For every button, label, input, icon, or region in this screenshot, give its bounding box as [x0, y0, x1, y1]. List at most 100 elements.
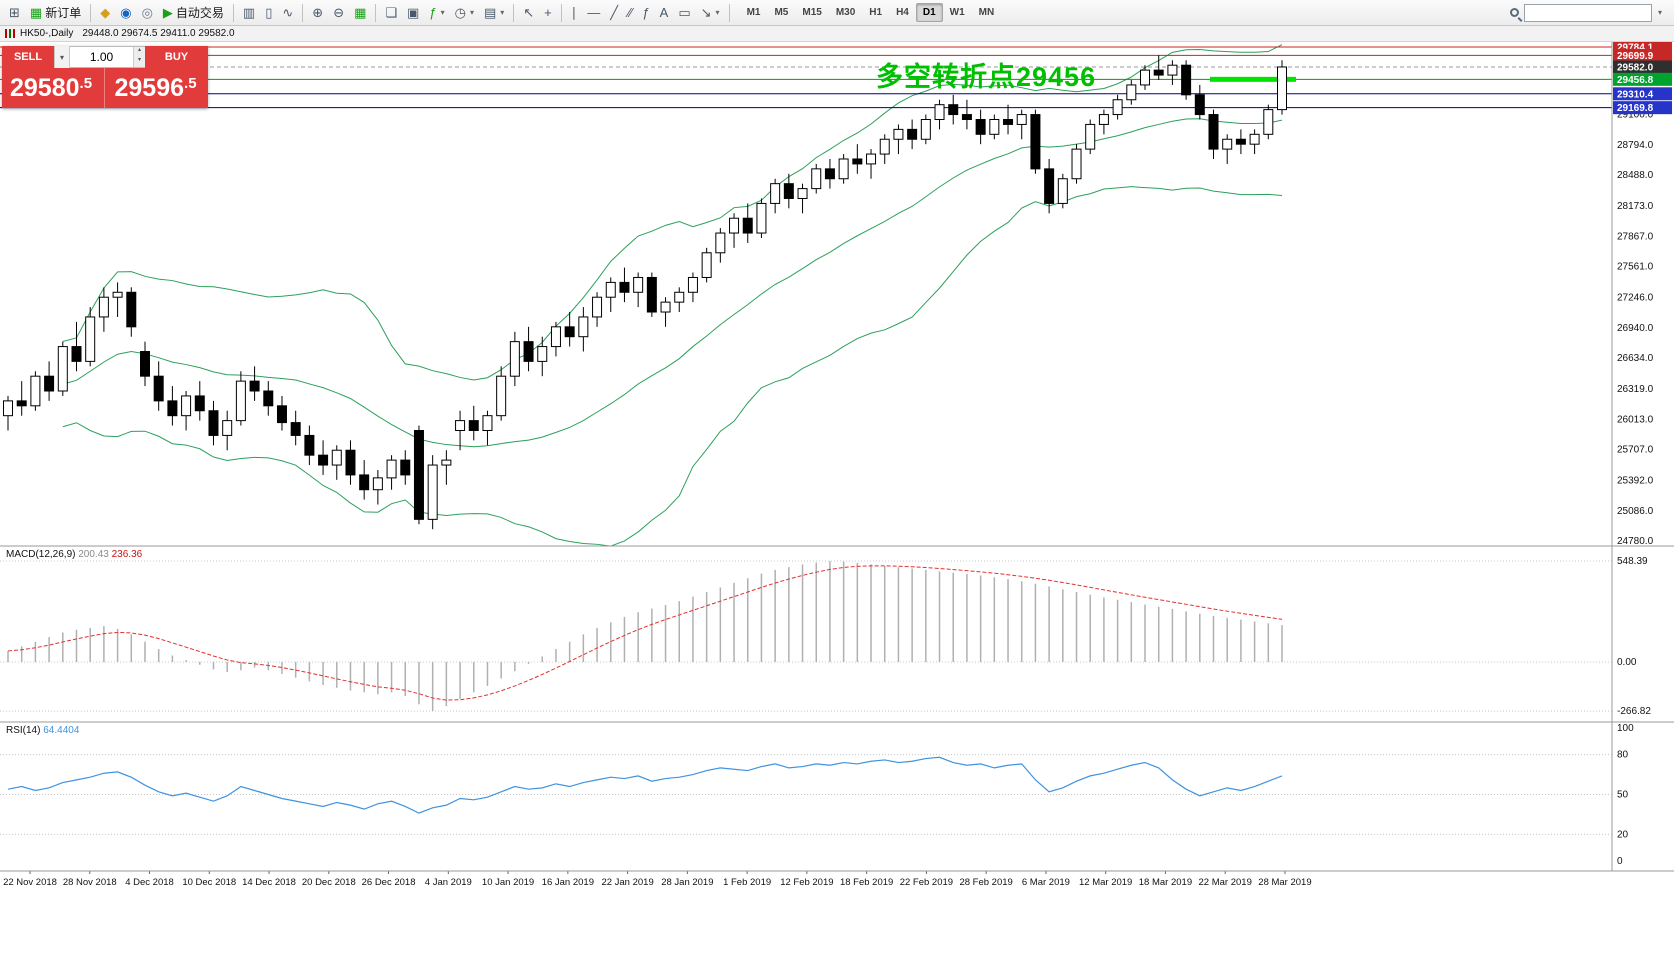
channel-icon[interactable]: ⁄⁄ [628, 5, 633, 20]
svg-text:29310.4: 29310.4 [1617, 89, 1654, 100]
candlestick-chart-icon[interactable]: ▯ [265, 5, 273, 20]
svg-text:27867.0: 27867.0 [1617, 231, 1654, 242]
sell-button[interactable]: SELL [2, 46, 54, 68]
turning-point-highlight [1210, 76, 1296, 82]
rsi-pane: 100 80 50 20 0 [0, 723, 1634, 867]
periods-icon[interactable]: ◷ ▾ [454, 5, 474, 20]
timeframe-bar: M1 M5 M15 M30 H1 H4 D1 W1 MN [740, 3, 1002, 22]
svg-text:28 Mar 2019: 28 Mar 2019 [1258, 877, 1311, 888]
svg-text:6 Mar 2019: 6 Mar 2019 [1022, 877, 1070, 888]
zoom-out-icon[interactable]: ⊖ [333, 5, 345, 20]
timeframe-m15[interactable]: M15 [802, 7, 822, 18]
chart-window-titlebar[interactable]: HK50-,Daily 29448.0 29674.5 29411.0 2958… [0, 26, 1674, 42]
svg-text:4 Jan 2019: 4 Jan 2019 [425, 877, 472, 888]
search-input[interactable] [1523, 3, 1652, 22]
svg-text:26940.0: 26940.0 [1617, 323, 1654, 334]
toolbar-items: ⊞ ▦ 新订单 ◆ ◉ ◎ ▶ 自动交易 ▥ ▯ ∿ ⊕ ⊖ ▦ ❏ ▣ ƒ ▾ ◷ ▾ ▤ ▾ ↖ + ∣ ― ╱ ⁄⁄ ƒ A ▭ ↘ ▾ [4, 2, 734, 24]
market-watch-icon[interactable]: ◉ [120, 5, 132, 20]
svg-text:28 Jan 2019: 28 Jan 2019 [661, 877, 713, 888]
svg-text:22 Mar 2019: 22 Mar 2019 [1199, 877, 1252, 888]
toolbar-separator [375, 3, 377, 22]
svg-text:29582.0: 29582.0 [1617, 62, 1654, 73]
trendline-icon[interactable]: ╱ [610, 5, 619, 20]
text-icon[interactable]: A [659, 5, 669, 20]
toolbar-separator [513, 3, 515, 22]
crosshair-icon[interactable]: + [544, 5, 552, 20]
zoom-in-icon[interactable]: ⊕ [312, 5, 324, 20]
price-axis: 29100.0 28794.0 28488.0 28173.0 27867.0 27561… [1613, 42, 1672, 547]
volume-spinner: ▴ ▾ [133, 47, 145, 67]
svg-text:22 Nov 2018: 22 Nov 2018 [3, 877, 57, 888]
templates-icon[interactable]: ▤ ▾ [483, 5, 505, 20]
price-level-lines [0, 46, 1612, 109]
timeframe-h4[interactable]: H4 [896, 7, 909, 18]
timeframe-h1[interactable]: H1 [869, 7, 883, 18]
bar-chart-icon[interactable]: ▥ [242, 5, 256, 20]
buy-button[interactable]: BUY [145, 46, 208, 68]
rsi-label: RSI(14) 64.4404 [6, 725, 79, 736]
vertical-line-icon[interactable]: ∣ [570, 5, 578, 20]
svg-text:28173.0: 28173.0 [1617, 201, 1654, 212]
buy-price[interactable]: 29596.5 [103, 68, 209, 108]
toolbar-separator [302, 3, 304, 22]
cascade-windows-icon[interactable]: ▣ [407, 5, 420, 20]
search-icon [1509, 8, 1519, 17]
svg-text:27246.0: 27246.0 [1617, 293, 1654, 304]
timeframe-m1[interactable]: M1 [746, 7, 761, 18]
svg-text:1 Feb 2019: 1 Feb 2019 [723, 877, 771, 888]
toolbar: ⊞ ▦ 新订单 ◆ ◉ ◎ ▶ 自动交易 ▥ ▯ ∿ ⊕ ⊖ ▦ ❏ ▣ ƒ ▾ ◷ ▾ ▤ ▾ ↖ + ∣ ― ╱ ⁄⁄ ƒ A ▭ ↘ ▾ … [0, 0, 1674, 26]
timeframe-m30[interactable]: M30 [835, 7, 856, 18]
tile-windows-icon[interactable]: ▦ [354, 5, 367, 20]
autotrading-button[interactable]: ▶ 自动交易 [162, 5, 224, 20]
svg-text:0: 0 [1617, 856, 1623, 867]
svg-text:-266.82: -266.82 [1617, 706, 1651, 717]
buy-price-fraction: .5 [184, 75, 197, 92]
cursor-icon[interactable]: ↖ [523, 5, 535, 20]
svg-text:10 Dec 2018: 10 Dec 2018 [182, 877, 236, 888]
timeframe-w1[interactable]: W1 [949, 7, 965, 18]
new-window-icon[interactable]: ❏ [385, 5, 398, 20]
new-chart-icon[interactable]: ⊞ [9, 5, 20, 20]
label-icon[interactable]: ▭ [678, 5, 691, 20]
horizontal-line-icon[interactable]: ― [587, 5, 601, 20]
bollinger-bands [62, 44, 1283, 547]
svg-text:26013.0: 26013.0 [1617, 414, 1654, 425]
svg-text:22 Jan 2019: 22 Jan 2019 [601, 877, 653, 888]
chart-title-ohlc: 29448.0 29674.5 29411.0 29582.0 [82, 28, 235, 39]
trade-panel-prices: 29580.5 29596.5 [2, 68, 208, 108]
pane-borders [0, 42, 1674, 872]
svg-text:26 Dec 2018: 26 Dec 2018 [362, 877, 416, 888]
svg-text:29784.1: 29784.1 [1617, 43, 1654, 54]
svg-text:548.39: 548.39 [1617, 556, 1648, 567]
indicators-icon[interactable]: ƒ ▾ [429, 5, 445, 20]
timeframe-m5[interactable]: M5 [774, 7, 789, 18]
svg-text:4 Dec 2018: 4 Dec 2018 [125, 877, 174, 888]
macd-value-signal: 236.36 [111, 549, 143, 560]
macd-name: MACD(12,26,9) [6, 549, 76, 560]
toolbar-separator [232, 3, 234, 22]
arrows-icon[interactable]: ↘ ▾ [700, 5, 720, 20]
volume-input[interactable] [70, 47, 133, 67]
svg-text:18 Feb 2019: 18 Feb 2019 [840, 877, 893, 888]
svg-text:26634.0: 26634.0 [1617, 353, 1654, 364]
svg-text:10 Jan 2019: 10 Jan 2019 [482, 877, 534, 888]
line-chart-icon[interactable]: ∿ [282, 5, 294, 20]
sell-price-main: 29580 [10, 73, 80, 102]
timeframe-mn[interactable]: MN [978, 7, 995, 18]
navigator-icon[interactable]: ◎ [141, 5, 153, 20]
toolbar-separator [560, 3, 562, 22]
search-dropdown-icon[interactable]: ▾ [1657, 8, 1662, 17]
svg-text:18 Mar 2019: 18 Mar 2019 [1139, 877, 1192, 888]
timeframe-d1[interactable]: D1 [915, 3, 943, 22]
new-order-button[interactable]: ▦ 新订单 [29, 5, 82, 20]
fibonacci-icon[interactable]: ƒ [642, 5, 650, 20]
metaeditor-icon[interactable]: ◆ [100, 5, 111, 20]
volume-dropdown-icon[interactable]: ▾ [54, 46, 70, 68]
svg-text:29456.8: 29456.8 [1617, 75, 1654, 86]
volume-down-icon[interactable]: ▾ [134, 57, 145, 67]
svg-text:29699.9: 29699.9 [1617, 51, 1654, 62]
sell-price[interactable]: 29580.5 [2, 68, 104, 108]
volume-up-icon[interactable]: ▴ [134, 47, 145, 57]
svg-text:50: 50 [1617, 790, 1629, 801]
price-chart-canvas[interactable]: 29100.0 28794.0 28488.0 28173.0 27867.0 27561… [0, 42, 1674, 893]
